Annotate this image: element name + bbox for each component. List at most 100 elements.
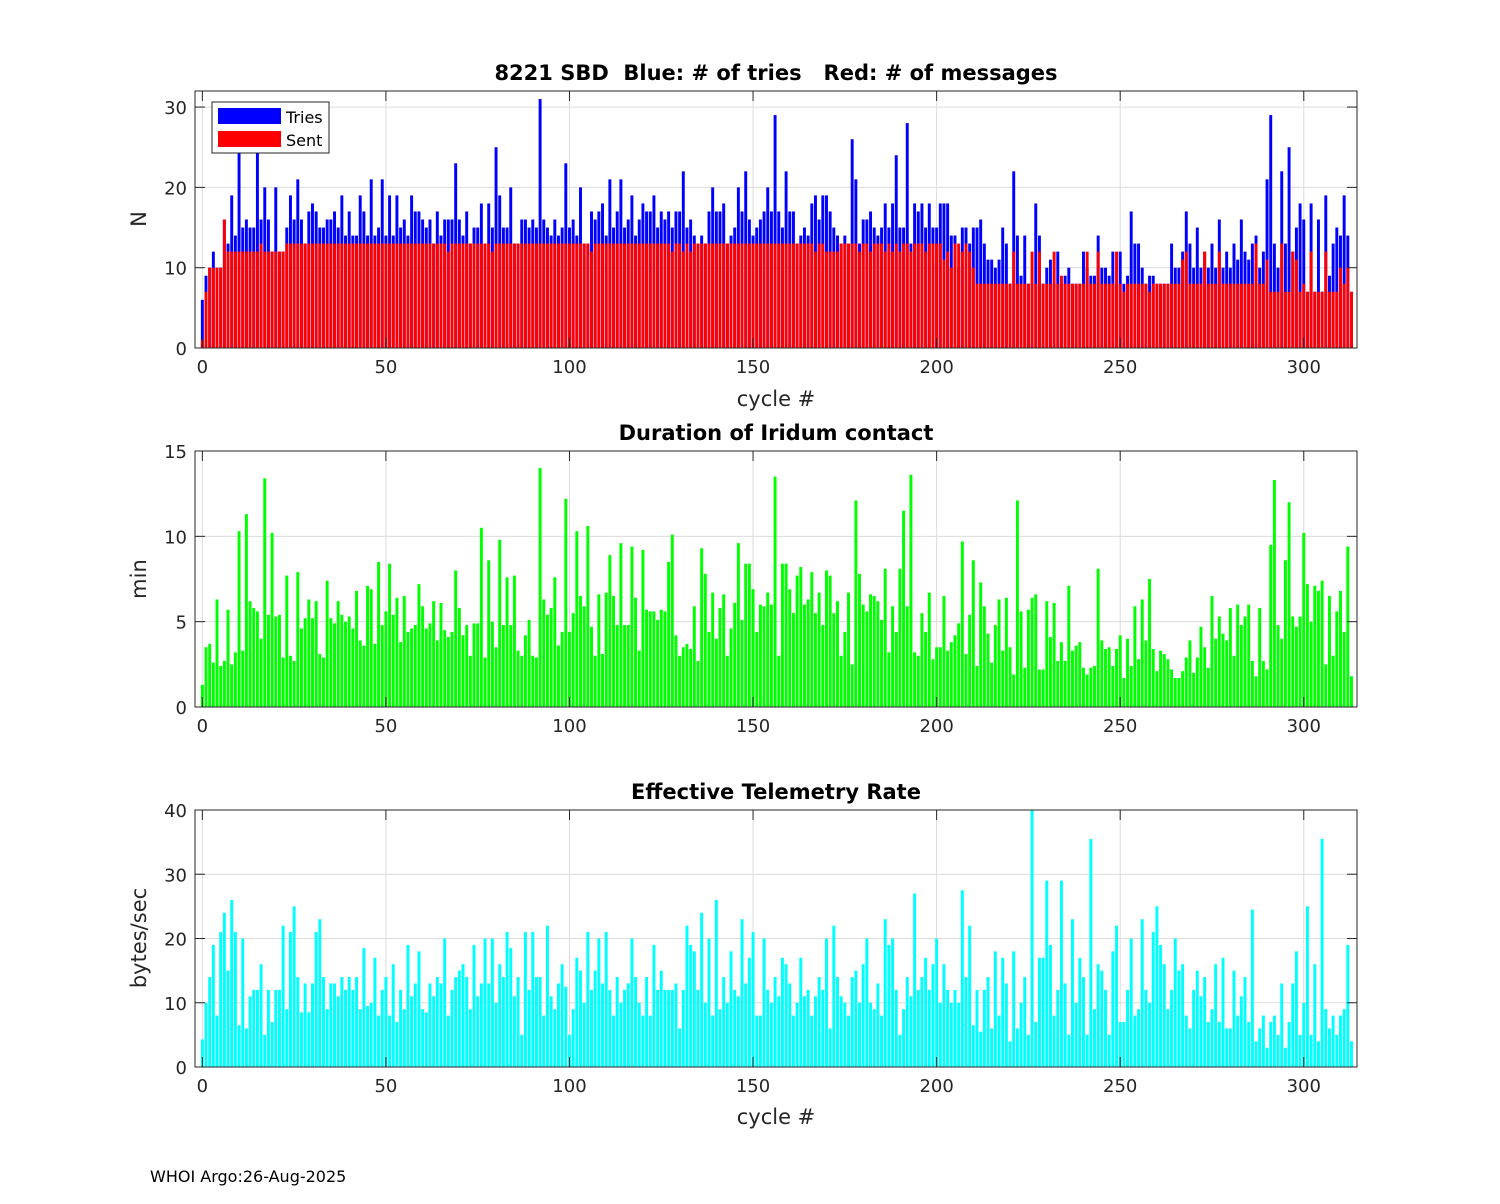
bar-rate: [593, 970, 597, 1067]
bar-duration: [678, 655, 682, 707]
bar-rate: [215, 1015, 219, 1067]
chart-title-duration: Duration of Iridum contact: [619, 421, 934, 445]
bar-rate: [784, 964, 788, 1067]
bar-rate: [568, 1034, 571, 1067]
bar-duration: [344, 621, 347, 707]
bar-duration: [575, 531, 579, 707]
bar-rate: [549, 996, 553, 1067]
bar-duration: [362, 645, 366, 707]
bar-duration: [523, 635, 527, 707]
x-tick-label: 300: [1287, 1076, 1321, 1097]
bar-sent: [1188, 283, 1192, 348]
bar-sent: [1346, 267, 1350, 348]
bar-rate: [993, 951, 997, 1067]
bar-sent: [1291, 251, 1295, 348]
bar-duration: [813, 613, 817, 707]
bar-sent: [975, 283, 979, 348]
bar-rate: [542, 1015, 546, 1067]
y-tick-label: 10: [164, 527, 187, 548]
bar-rate: [935, 938, 939, 1067]
bar-rate: [865, 938, 869, 1067]
bar-rate: [656, 989, 660, 1067]
bar-rate: [413, 983, 417, 1067]
bar-sent: [211, 267, 215, 348]
bar-rate: [454, 977, 458, 1067]
bar-sent: [608, 243, 612, 348]
bar-sent: [869, 251, 873, 348]
bar-sent: [905, 243, 909, 348]
bar-sent: [979, 283, 983, 348]
bar-sent: [314, 243, 318, 348]
bar-sent: [986, 283, 990, 348]
bar-rate: [722, 977, 726, 1067]
bar-rate: [322, 977, 325, 1067]
bar-rate: [281, 925, 285, 1067]
bar-rate: [880, 1015, 884, 1067]
bar-duration: [314, 601, 318, 707]
bar-duration: [828, 575, 832, 707]
bar-sent: [395, 243, 399, 348]
bar-duration: [1015, 500, 1019, 707]
bar-duration: [252, 608, 256, 707]
bar-tries: [1287, 147, 1291, 348]
bar-rate: [949, 1002, 953, 1067]
bar-rate: [1342, 1009, 1346, 1067]
bar-duration: [593, 655, 597, 707]
bar-rate: [608, 989, 612, 1067]
bar-duration: [1045, 601, 1049, 707]
bar-duration: [1298, 616, 1302, 707]
bar-tries: [538, 99, 542, 348]
bar-duration: [619, 543, 623, 707]
bar-rate: [1137, 1009, 1141, 1067]
telemetry-rate-panel: 0 50 100 150 200 250 300 0 10 20 30 40: [164, 801, 1358, 1097]
bar-duration: [421, 606, 425, 707]
bar-rate: [938, 1002, 942, 1067]
bar-sent: [821, 243, 825, 348]
bar-sent: [880, 243, 884, 348]
bar-duration: [777, 655, 781, 707]
bar-sent: [806, 243, 810, 348]
bar-duration: [1151, 648, 1155, 707]
bar-sent: [836, 251, 839, 348]
bar-duration: [1232, 655, 1236, 707]
bar-sent: [259, 243, 263, 348]
bar-duration: [538, 468, 542, 707]
bar-sent: [358, 243, 362, 348]
bar-duration: [560, 631, 564, 707]
bar-duration: [1313, 585, 1317, 707]
bar-duration: [1162, 654, 1166, 707]
bar-tries: [773, 115, 777, 348]
bar-duration: [549, 608, 553, 707]
bar-rate: [1335, 1034, 1339, 1067]
bar-rate: [233, 932, 237, 1067]
bar-duration: [1177, 677, 1181, 707]
bar-rate: [626, 983, 630, 1067]
bar-sent: [435, 243, 439, 348]
bar-rate: [248, 996, 252, 1067]
bar-duration: [351, 628, 355, 707]
bar-rate: [388, 1015, 392, 1067]
bar-sent: [454, 243, 458, 348]
bar-sent: [953, 243, 957, 348]
bar-duration: [1085, 674, 1089, 707]
bar-duration: [648, 611, 652, 707]
bar-sent: [1210, 283, 1214, 348]
bar-duration: [1250, 660, 1254, 707]
bar-rate: [1089, 838, 1093, 1067]
bar-sent: [1184, 251, 1188, 348]
bar-duration: [241, 650, 245, 707]
bar-duration: [215, 599, 219, 707]
bar-rate: [891, 938, 895, 1067]
bar-sent: [487, 243, 491, 348]
bar-sent: [1001, 283, 1005, 348]
bar-duration: [696, 660, 700, 707]
y-tick-label: 10: [164, 994, 187, 1015]
bar-sent: [241, 251, 245, 348]
bar-rate: [1309, 1034, 1313, 1067]
bar-duration: [406, 631, 410, 707]
bar-sent: [560, 243, 564, 348]
bar-rate: [1217, 1022, 1221, 1067]
bar-rate: [1316, 1041, 1320, 1067]
bar-sent: [494, 243, 498, 348]
bar-duration: [700, 548, 704, 707]
